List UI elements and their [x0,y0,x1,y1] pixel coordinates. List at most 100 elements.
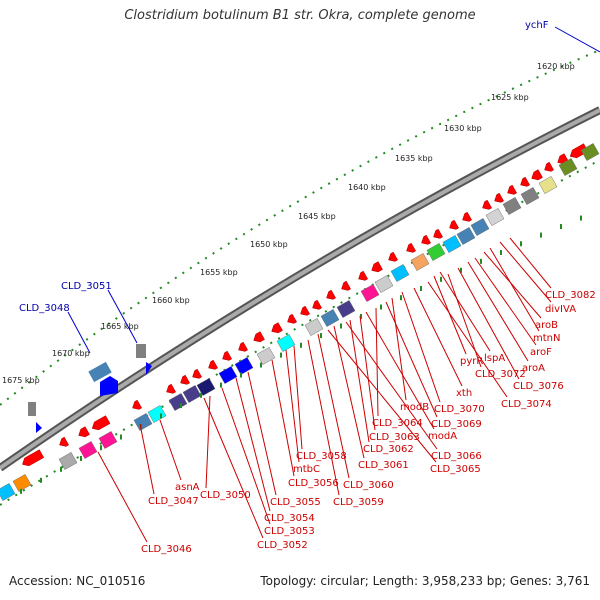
leader-line-red [457,267,520,380]
gc-tick [540,232,542,238]
gene-arrow-red [462,211,473,222]
gene-box-inner [580,143,600,161]
leader-line-red [345,321,438,450]
leader-line-red [385,301,438,418]
gene-label-red: CLD_3054 [264,513,315,524]
gc-tick [220,382,222,388]
gc-tick [440,276,442,282]
gene-box-outer-grey [136,344,146,358]
gene-arrow-red [569,143,589,159]
gc-tick [40,477,42,483]
gene-label-red: CLD_3064 [372,418,423,429]
leader-line-red [327,329,437,463]
gc-tick [500,250,502,255]
gene-blue-small [36,422,42,433]
gene-arrow-red [132,399,143,410]
kbp-tick-label: 1675 kbp [2,376,40,385]
gene-label-red: CLD_3046 [141,544,192,555]
leader-line-red [433,275,467,355]
genome-backbone-highlight [0,108,600,470]
accession-value: NC_010516 [76,574,146,588]
gene-box-inner [426,243,446,261]
gene-box-inner [147,405,167,423]
gene-box-inner [304,318,324,336]
accession-label: Accession: [9,574,73,588]
gene-arrow-red [91,415,111,431]
gene-box-outer [88,361,112,383]
gene-arrow-red [59,436,70,447]
gene-label-red: aroF [530,347,552,358]
gc-tick [460,267,462,273]
gene-box-inner [196,378,216,396]
gene-arrow-red [312,299,323,310]
gc-tick [20,488,22,494]
kbp-tick-label: 1620 kbp [537,62,575,71]
kbp-tick-label: 1635 kbp [395,154,433,163]
leader-line-blue [67,311,91,354]
leader-line-red [467,261,529,362]
gene-arrow-red [22,449,45,467]
gene-box-inner [168,393,188,411]
gene-arrow-red [180,374,191,385]
kbp-tick-label: 1660 kbp [152,296,190,305]
gene-label-red: aroA [522,363,545,374]
gene-box-inner [12,474,32,492]
gc-tick [120,434,122,440]
gene-box-inner [456,227,476,245]
leader-line-red [293,345,303,450]
leader-line-red [317,333,350,479]
gene-box-inner [320,309,340,327]
leader-line-red [439,271,491,352]
gene-blue-3051 [146,362,152,375]
gc-tick [480,258,482,264]
leader-line-red [401,291,441,403]
gene-label-red: CLD_3061 [358,460,409,471]
gene-label-red: CLD_3082 [545,290,596,301]
leader-line-red [489,247,540,332]
gene-box-inner [336,300,356,318]
gc-tick [200,392,202,398]
gene-label-blue: CLD_3048 [19,303,70,314]
kbp-tick-label: 1655 kbp [200,268,238,277]
leader-line-red [271,359,295,477]
gene-arrow-red [449,219,460,230]
gc-tick [580,215,582,221]
kbp-tick-label: 1625 kbp [491,93,529,102]
gc-tick [100,445,102,451]
gene-label-red: CLD_3076 [513,381,564,392]
gene-arrow-red [208,359,219,370]
gene-box-inner [78,441,98,459]
gene-box-inner [58,452,78,470]
gene-label-red: CLD_3063 [369,432,420,443]
gene-label-red: CLD_3056 [288,478,339,489]
gene-box-inner [485,208,505,226]
gc-tick [320,333,322,339]
gene-label-red: CLD_3062 [363,444,414,455]
gc-tick [360,313,362,319]
map-title: Clostridium botulinum B1 str. Okra, comp… [124,8,476,23]
gene-label-red: aroB [535,320,558,331]
gene-box-inner [234,357,254,375]
gc-tick [380,304,382,310]
leader-line-red [285,349,300,463]
gene-arrow-red [253,331,265,343]
gene-label-red: divIVA [545,304,576,315]
gene-label-red: CLD_3052 [257,540,308,551]
gene-label-red: CLD_3059 [333,497,384,508]
gene-arrow-red [421,234,432,245]
gene-arrow-red [433,228,444,239]
leader-line-red [139,423,155,495]
gene-arrow-red [238,341,249,352]
gene-box-inner [442,235,462,253]
gene-box-inner [374,275,394,293]
gene-label-red: mtnN [533,333,560,344]
gene-box-inner [470,218,490,236]
gene-label-red: CLD_3065 [430,464,481,475]
gene-arrow-red [531,169,543,181]
leader-line-blue [554,26,600,53]
gene-arrow-red [388,251,399,262]
gene-label-red: CLD_3055 [270,497,321,508]
gene-box-inner [98,431,118,449]
